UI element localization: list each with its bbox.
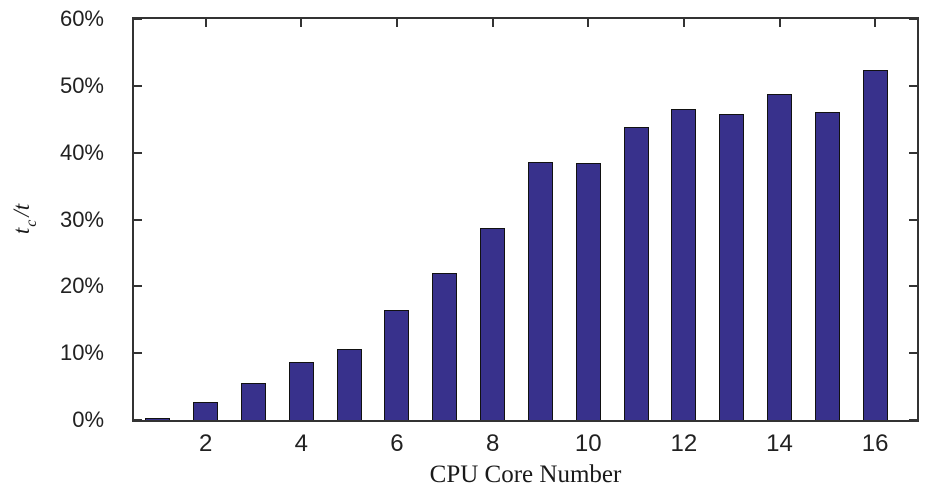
bar-core-12 (671, 108, 697, 420)
y-tick-label-40: 40% (59, 139, 104, 165)
y-tick-label-10: 10% (59, 340, 104, 366)
tick-mark (909, 18, 917, 20)
bar-core-9 (527, 162, 553, 420)
tick-mark (300, 19, 303, 27)
tick-mark (134, 352, 142, 355)
x-tick-label-4: 4 (294, 430, 309, 457)
tick-mark (134, 218, 142, 221)
y-tick-label-50: 50% (59, 72, 104, 98)
x-tick-label-12: 12 (670, 430, 698, 457)
bar-core-15 (814, 111, 840, 420)
bar-core-13 (719, 113, 745, 420)
x-tick-label-8: 8 (485, 430, 500, 457)
bar-core-4 (288, 361, 314, 420)
bar-core-6 (384, 309, 410, 420)
tick-mark (682, 19, 685, 27)
bar-core-10 (575, 163, 601, 420)
bar-core-16 (862, 70, 888, 420)
tick-mark (491, 19, 494, 27)
tick-mark (778, 19, 781, 27)
plot-area (132, 17, 919, 422)
tick-mark (134, 151, 142, 154)
y-tick-label-0: 0% (72, 407, 104, 432)
x-tick-label-6: 6 (390, 430, 404, 457)
bar-core-7 (432, 272, 458, 420)
tick-mark (134, 285, 142, 288)
bar-core-5 (336, 348, 362, 420)
bar-core-14 (767, 93, 793, 420)
bar-core-3 (241, 383, 267, 420)
x-tick-label-2: 2 (199, 430, 213, 457)
tick-mark (909, 285, 917, 288)
x-tick-label-16: 16 (861, 430, 889, 457)
tick-mark (909, 84, 917, 87)
y-tick-label-60: 60% (59, 6, 104, 31)
tick-mark (909, 151, 917, 154)
bar-core-11 (623, 126, 649, 420)
tick-mark (134, 18, 142, 20)
tick-mark (134, 84, 142, 87)
bar-core-8 (480, 227, 506, 420)
tick-mark (204, 19, 207, 27)
x-tick-label-10: 10 (574, 430, 602, 457)
bar-core-1 (145, 418, 171, 420)
tick-mark (909, 419, 917, 421)
bar-core-2 (193, 401, 219, 420)
tick-mark (909, 352, 917, 355)
y-tick-label-30: 30% (59, 206, 104, 232)
y-tick-label-20: 20% (59, 273, 104, 299)
tick-mark (874, 19, 877, 27)
x-axis-label: CPU Core Number (429, 461, 622, 488)
tick-mark (587, 19, 590, 27)
tick-mark (395, 19, 398, 27)
tick-mark (909, 218, 917, 221)
tick-mark (134, 419, 142, 421)
x-tick-label-14: 14 (766, 430, 793, 457)
